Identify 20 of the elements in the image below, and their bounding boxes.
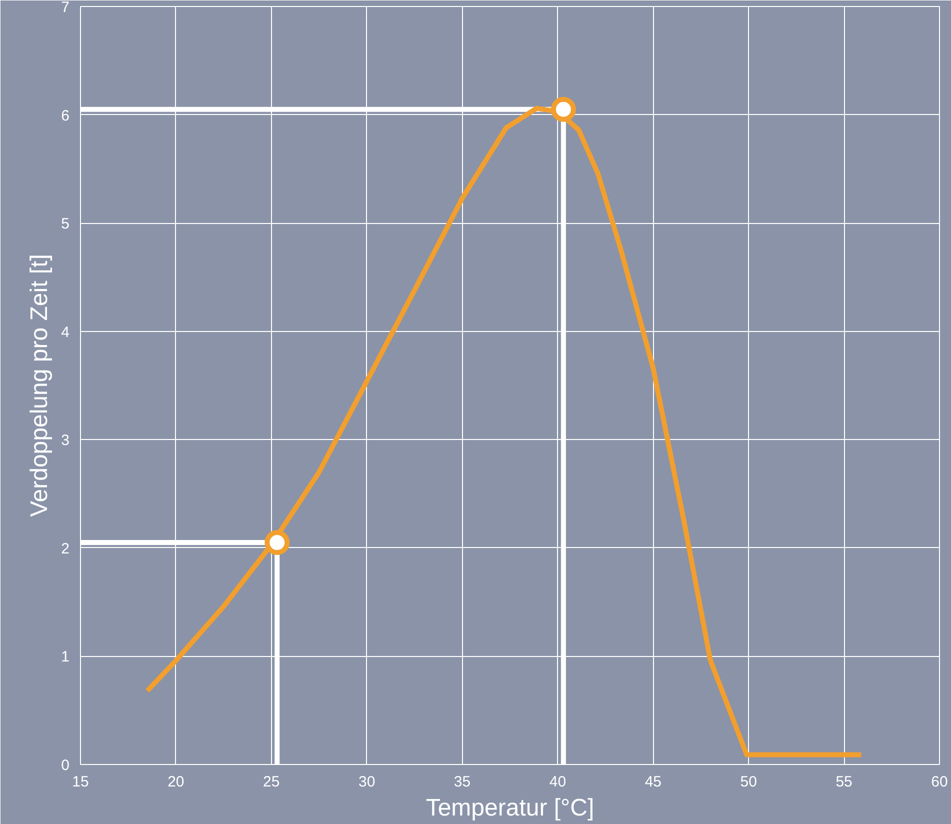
x-tick-label: 60 bbox=[931, 774, 948, 790]
x-tick-label: 50 bbox=[740, 774, 757, 790]
x-tick-label: 15 bbox=[72, 774, 89, 790]
y-axis-title: Verdoppelung pro Zeit [t] bbox=[26, 254, 54, 517]
y-tick-label: 4 bbox=[61, 324, 70, 341]
x-tick-label: 25 bbox=[263, 774, 280, 790]
x-tick-label: 30 bbox=[358, 774, 376, 790]
y-tick-label: 5 bbox=[61, 216, 70, 233]
x-axis-title: Temperatur [°C] bbox=[426, 794, 594, 822]
y-tick-label: 2 bbox=[61, 540, 70, 558]
y-tick-label: 7 bbox=[61, 0, 70, 16]
y-tick-label: 1 bbox=[61, 648, 70, 666]
y-tick-label: 3 bbox=[61, 432, 70, 450]
y-tick-label: 0 bbox=[61, 757, 70, 774]
x-tick-label: 40 bbox=[549, 774, 566, 790]
x-tick-label: 45 bbox=[644, 774, 662, 790]
x-tick-label: 55 bbox=[836, 774, 852, 790]
y-tick-label: 6 bbox=[61, 107, 70, 124]
x-tick-label: 35 bbox=[454, 774, 471, 790]
x-tick-label: 20 bbox=[168, 774, 184, 790]
